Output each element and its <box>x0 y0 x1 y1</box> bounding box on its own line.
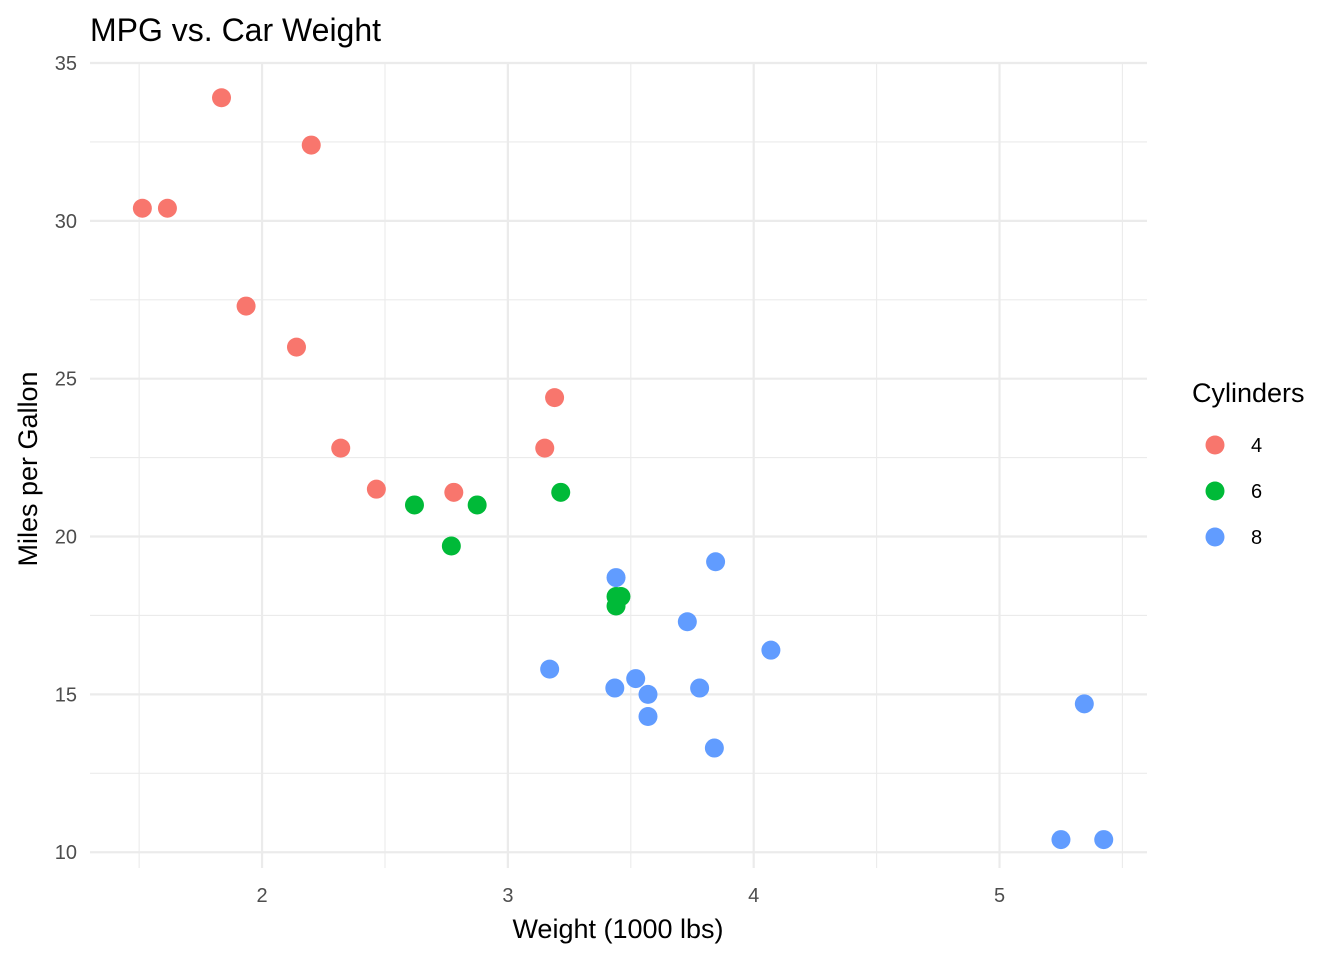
data-point-cyl-8 <box>540 659 560 679</box>
data-point-cyl-8 <box>1074 694 1094 714</box>
x-tick-label: 2 <box>257 885 268 907</box>
legend-label-8: 8 <box>1251 527 1262 549</box>
data-point-cyl-4 <box>212 88 232 108</box>
data-point-cyl-8 <box>606 568 626 588</box>
data-point-cyl-4 <box>444 482 464 502</box>
data-point-cyl-8 <box>704 738 724 758</box>
data-point-cyl-6 <box>551 482 571 502</box>
tick-labels: 2 3 4 5 10 15 20 25 30 35 <box>55 53 1005 907</box>
data-point-cyl-4 <box>331 438 351 458</box>
data-point-cyl-4 <box>366 479 386 499</box>
grid <box>90 61 1147 868</box>
data-point-cyl-8 <box>1094 830 1114 850</box>
data-point-cyl-8 <box>706 552 726 572</box>
y-tick-label: 30 <box>55 211 77 233</box>
data-point-cyl-6 <box>441 536 461 556</box>
data-point-cyl-4 <box>132 198 152 218</box>
x-tick-label: 5 <box>994 885 1005 907</box>
data-point-cyl-6 <box>611 587 631 607</box>
data-point-cyl-4 <box>301 135 321 155</box>
data-point-cyl-4 <box>286 337 306 357</box>
data-point-cyl-4 <box>236 296 256 316</box>
data-point-cyl-8 <box>605 678 625 698</box>
legend: Cylinders 4 6 8 <box>1192 378 1305 549</box>
data-point-cyl-6 <box>467 495 487 515</box>
data-point-cyl-8 <box>761 640 781 660</box>
data-point-cyl-4 <box>545 388 565 408</box>
x-axis-title: Weight (1000 lbs) <box>512 914 723 944</box>
data-point-cyl-6 <box>404 495 424 515</box>
data-point-cyl-8 <box>638 706 658 726</box>
y-tick-label: 10 <box>55 842 77 864</box>
legend-label-4: 4 <box>1251 435 1262 457</box>
y-tick-label: 25 <box>55 369 77 391</box>
y-axis-title: Miles per Gallon <box>13 371 43 566</box>
data-points <box>132 88 1114 850</box>
legend-items: 4 6 8 <box>1205 435 1262 549</box>
y-tick-label: 15 <box>55 684 77 706</box>
data-point-cyl-4 <box>157 198 177 218</box>
x-tick-label: 3 <box>502 885 513 907</box>
legend-label-6: 6 <box>1251 481 1262 503</box>
legend-key-6 <box>1205 481 1225 501</box>
x-tick-label: 4 <box>748 885 759 907</box>
legend-key-8 <box>1205 527 1225 547</box>
data-point-cyl-4 <box>535 438 555 458</box>
data-point-cyl-8 <box>1051 830 1071 850</box>
y-tick-label: 35 <box>55 53 77 75</box>
legend-title: Cylinders <box>1192 378 1305 408</box>
data-point-cyl-8 <box>638 684 658 704</box>
data-point-cyl-8 <box>690 678 710 698</box>
chart-title: MPG vs. Car Weight <box>90 12 381 48</box>
legend-key-4 <box>1205 435 1225 455</box>
y-tick-label: 20 <box>55 527 77 549</box>
data-point-cyl-8 <box>626 669 646 689</box>
data-point-cyl-8 <box>677 612 697 632</box>
